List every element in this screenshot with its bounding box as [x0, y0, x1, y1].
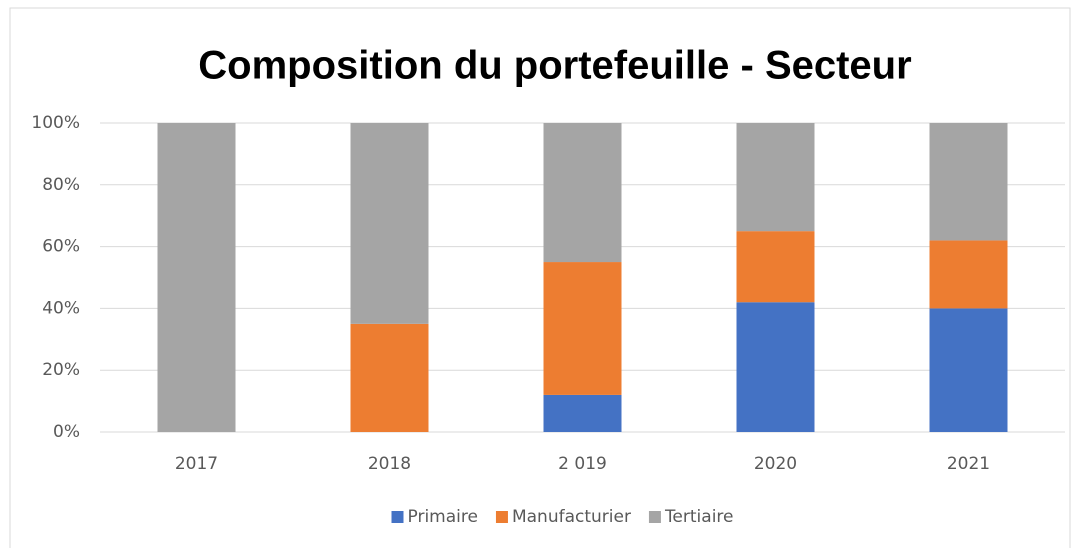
y-tick-label: 40% [42, 298, 80, 318]
x-tick-label: 2018 [368, 454, 411, 474]
chart-title: Composition du portefeuille - Secteur [198, 44, 911, 88]
y-tick-label: 0% [53, 422, 80, 442]
bar-segment [736, 123, 815, 232]
legend-label: Primaire [408, 507, 478, 527]
bar-segment [543, 123, 622, 263]
x-tick-label: 2 019 [558, 454, 607, 474]
bar-segment [736, 231, 815, 303]
y-tick-label: 60% [42, 237, 80, 257]
y-tick-label: 20% [42, 360, 80, 380]
bar-segment [929, 240, 1008, 309]
bar-segment [157, 123, 236, 432]
bar-segment [350, 123, 429, 324]
bar-segment [736, 302, 815, 432]
bar-segment [350, 323, 429, 432]
bar-segment [929, 123, 1008, 241]
legend-swatch [391, 511, 404, 523]
legend-swatch [648, 511, 661, 523]
y-tick-label: 80% [42, 175, 80, 195]
legend-label: Manufacturier [512, 507, 631, 527]
x-tick-label: 2021 [947, 454, 990, 474]
x-tick-label: 2020 [754, 454, 797, 474]
x-tick-label: 2017 [175, 454, 218, 474]
bar-segment [543, 262, 622, 395]
legend-label: Tertiaire [664, 507, 734, 527]
legend-swatch [495, 511, 508, 523]
bar-segment [543, 394, 622, 432]
bar-segment [929, 308, 1008, 432]
y-tick-label: 100% [31, 113, 80, 133]
